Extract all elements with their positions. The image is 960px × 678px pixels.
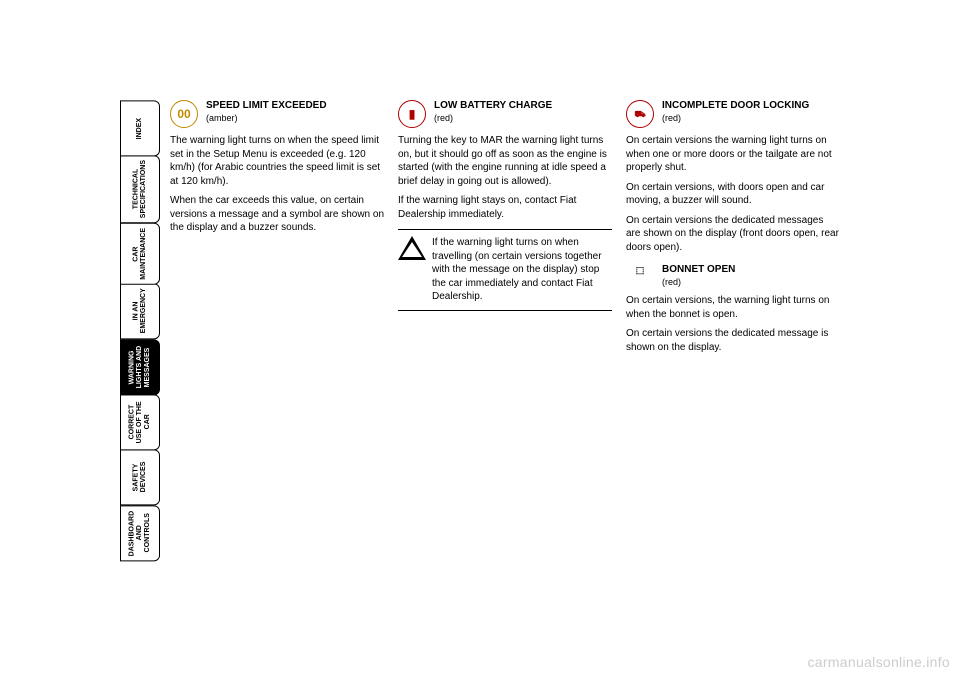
section-tabs: DASHBOARD AND CONTROLS SAFETY DEVICES CO… bbox=[120, 100, 160, 560]
manual-page: DASHBOARD AND CONTROLS SAFETY DEVICES CO… bbox=[120, 100, 840, 560]
title-doors: INCOMPLETE DOOR LOCKING bbox=[662, 100, 809, 112]
para: On certain versions the warning light tu… bbox=[626, 134, 840, 175]
para: The warning light turns on when the spee… bbox=[170, 134, 384, 188]
column-3: ⛟ INCOMPLETE DOOR LOCKING (red) On certa… bbox=[626, 100, 840, 560]
door-open-icon: ⛟ bbox=[626, 100, 654, 128]
sub-battery: (red) bbox=[434, 112, 552, 124]
watermark: carmanualsonline.info bbox=[808, 654, 951, 670]
speed-limit-icon: 00 bbox=[170, 100, 198, 128]
warning-box: If the warning light turns on when trave… bbox=[398, 229, 612, 311]
tab-correct-use[interactable]: CORRECT USE OF THE CAR bbox=[120, 394, 160, 450]
title-battery: LOW BATTERY CHARGE bbox=[434, 100, 552, 112]
bonnet-open-icon: ⬚ bbox=[626, 264, 654, 278]
sub-doors: (red) bbox=[662, 112, 809, 124]
para: On certain versions the dedicated messag… bbox=[626, 327, 840, 354]
tab-specs[interactable]: TECHNICAL SPECIFICATIONS bbox=[120, 155, 160, 223]
page-content: 00 SPEED LIMIT EXCEEDED (amber) The warn… bbox=[160, 100, 840, 560]
section-header-bonnet: ⬚ BONNET OPEN (red) bbox=[626, 264, 840, 288]
battery-icon: ▮ bbox=[398, 100, 426, 128]
section-header-doors: ⛟ INCOMPLETE DOOR LOCKING (red) bbox=[626, 100, 840, 128]
tab-safety[interactable]: SAFETY DEVICES bbox=[120, 449, 160, 505]
tab-warning-lights[interactable]: WARNING LIGHTS AND MESSAGES bbox=[120, 339, 160, 395]
tab-emergency[interactable]: IN AN EMERGENCY bbox=[120, 283, 160, 339]
section-header-speed: 00 SPEED LIMIT EXCEEDED (amber) bbox=[170, 100, 384, 128]
sub-bonnet: (red) bbox=[662, 276, 735, 288]
title-speed: SPEED LIMIT EXCEEDED bbox=[206, 100, 327, 112]
para: Turning the key to MAR the warning light… bbox=[398, 134, 612, 188]
para: If the warning light stays on, contact F… bbox=[398, 194, 612, 221]
title-bonnet: BONNET OPEN bbox=[662, 264, 735, 276]
sub-speed: (amber) bbox=[206, 112, 327, 124]
para: On certain versions, with doors open and… bbox=[626, 181, 840, 208]
warning-triangle-icon bbox=[398, 236, 426, 260]
section-header-battery: ▮ LOW BATTERY CHARGE (red) bbox=[398, 100, 612, 128]
tab-index[interactable]: INDEX bbox=[120, 100, 160, 156]
tab-dashboard[interactable]: DASHBOARD AND CONTROLS bbox=[120, 505, 160, 561]
column-2: ▮ LOW BATTERY CHARGE (red) Turning the k… bbox=[398, 100, 612, 560]
warning-text: If the warning light turns on when trave… bbox=[432, 236, 612, 304]
para: On certain versions the dedicated messag… bbox=[626, 214, 840, 255]
column-1: 00 SPEED LIMIT EXCEEDED (amber) The warn… bbox=[170, 100, 384, 560]
tab-maintenance[interactable]: CAR MAINTENANCE bbox=[120, 223, 160, 285]
para: When the car exceeds this value, on cert… bbox=[170, 194, 384, 235]
para: On certain versions, the warning light t… bbox=[626, 294, 840, 321]
